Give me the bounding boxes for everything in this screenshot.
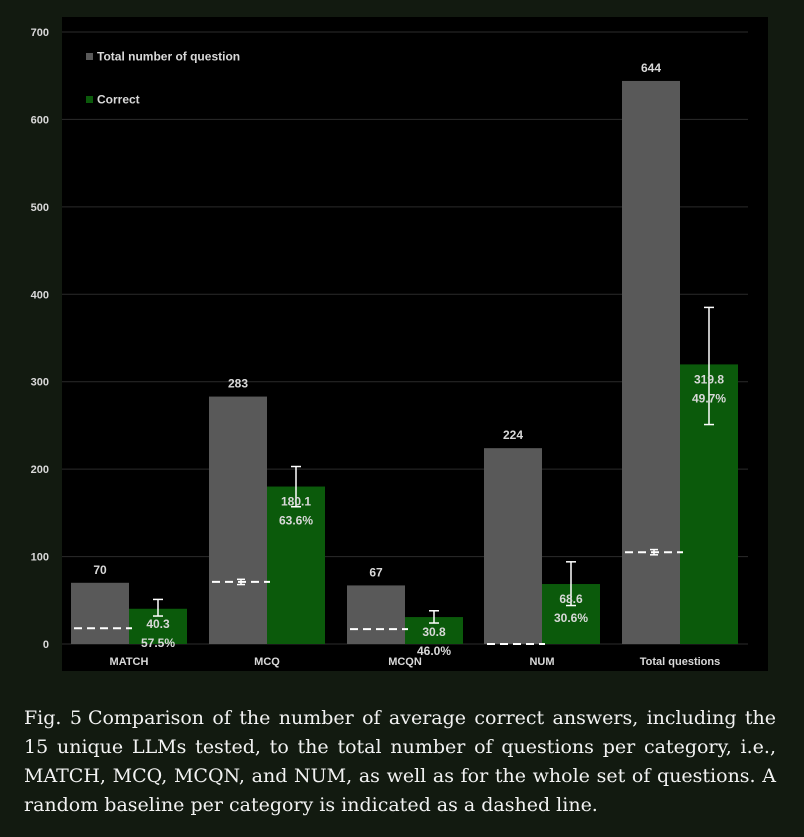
bar-total-num	[484, 448, 542, 644]
x-tick-label: Total questions	[640, 656, 720, 668]
y-tick-label: 500	[31, 202, 49, 214]
y-tick-label: 0	[43, 639, 49, 651]
data-label-percent: 63.6%	[279, 514, 313, 528]
data-label-percent: 46.0%	[417, 644, 451, 658]
bar-total-mcq	[209, 396, 267, 644]
figure-caption: Fig. 5 Comparison of the number of averag…	[24, 704, 776, 820]
bar-total-total-questions	[622, 80, 680, 644]
caption-label: Fig. 5	[24, 707, 82, 729]
x-tick-label: MCQ	[254, 656, 280, 668]
data-label-correct: 319.8	[694, 372, 724, 386]
y-tick-label: 200	[31, 464, 49, 476]
error-bar-baseline	[237, 578, 245, 586]
bar-correct-mcq	[267, 486, 325, 644]
error-bar-correct	[429, 610, 439, 624]
x-tick-label: MATCH	[110, 656, 149, 668]
data-label-correct: 40.3	[146, 617, 170, 631]
y-tick-label: 300	[31, 377, 49, 389]
error-bar-correct	[566, 561, 576, 607]
legend-label: Correct	[97, 93, 140, 107]
data-label-total: 70	[93, 563, 107, 577]
data-label-total: 224	[503, 428, 523, 442]
legend-swatch	[86, 96, 93, 103]
bar-total-mcqn	[347, 585, 405, 644]
data-label-correct: 180.1	[281, 495, 311, 509]
legend-label: Total number of question	[97, 50, 240, 64]
y-tick-label: 700	[31, 27, 49, 39]
bar-chart: 0 100 200 300 400 500 600 700 70 40.3 57.5% MATCH 28…	[31, 17, 768, 671]
data-label-percent: 57.5%	[141, 636, 175, 650]
error-bar-correct	[291, 465, 301, 508]
legend-swatch	[86, 53, 93, 60]
data-label-correct: 68.6	[559, 592, 583, 606]
y-tick-label: 400	[31, 289, 49, 301]
error-bar-baseline	[650, 548, 658, 556]
bar-total-match	[71, 582, 129, 644]
caption-text: Comparison of the number of average corr…	[24, 707, 777, 816]
error-bar-correct	[704, 306, 714, 426]
y-tick-label: 100	[31, 552, 49, 564]
x-tick-label: NUM	[529, 656, 554, 668]
data-label-total: 67	[369, 565, 383, 579]
data-label-correct: 30.8	[422, 625, 446, 639]
y-tick-label: 600	[31, 114, 49, 126]
data-label-percent: 49.7%	[692, 391, 726, 405]
error-bar-correct	[153, 598, 163, 617]
data-label-total: 283	[228, 377, 248, 391]
x-tick-label: MCQN	[388, 656, 422, 668]
data-label-percent: 30.6%	[554, 611, 588, 625]
data-label-total: 644	[641, 61, 661, 75]
